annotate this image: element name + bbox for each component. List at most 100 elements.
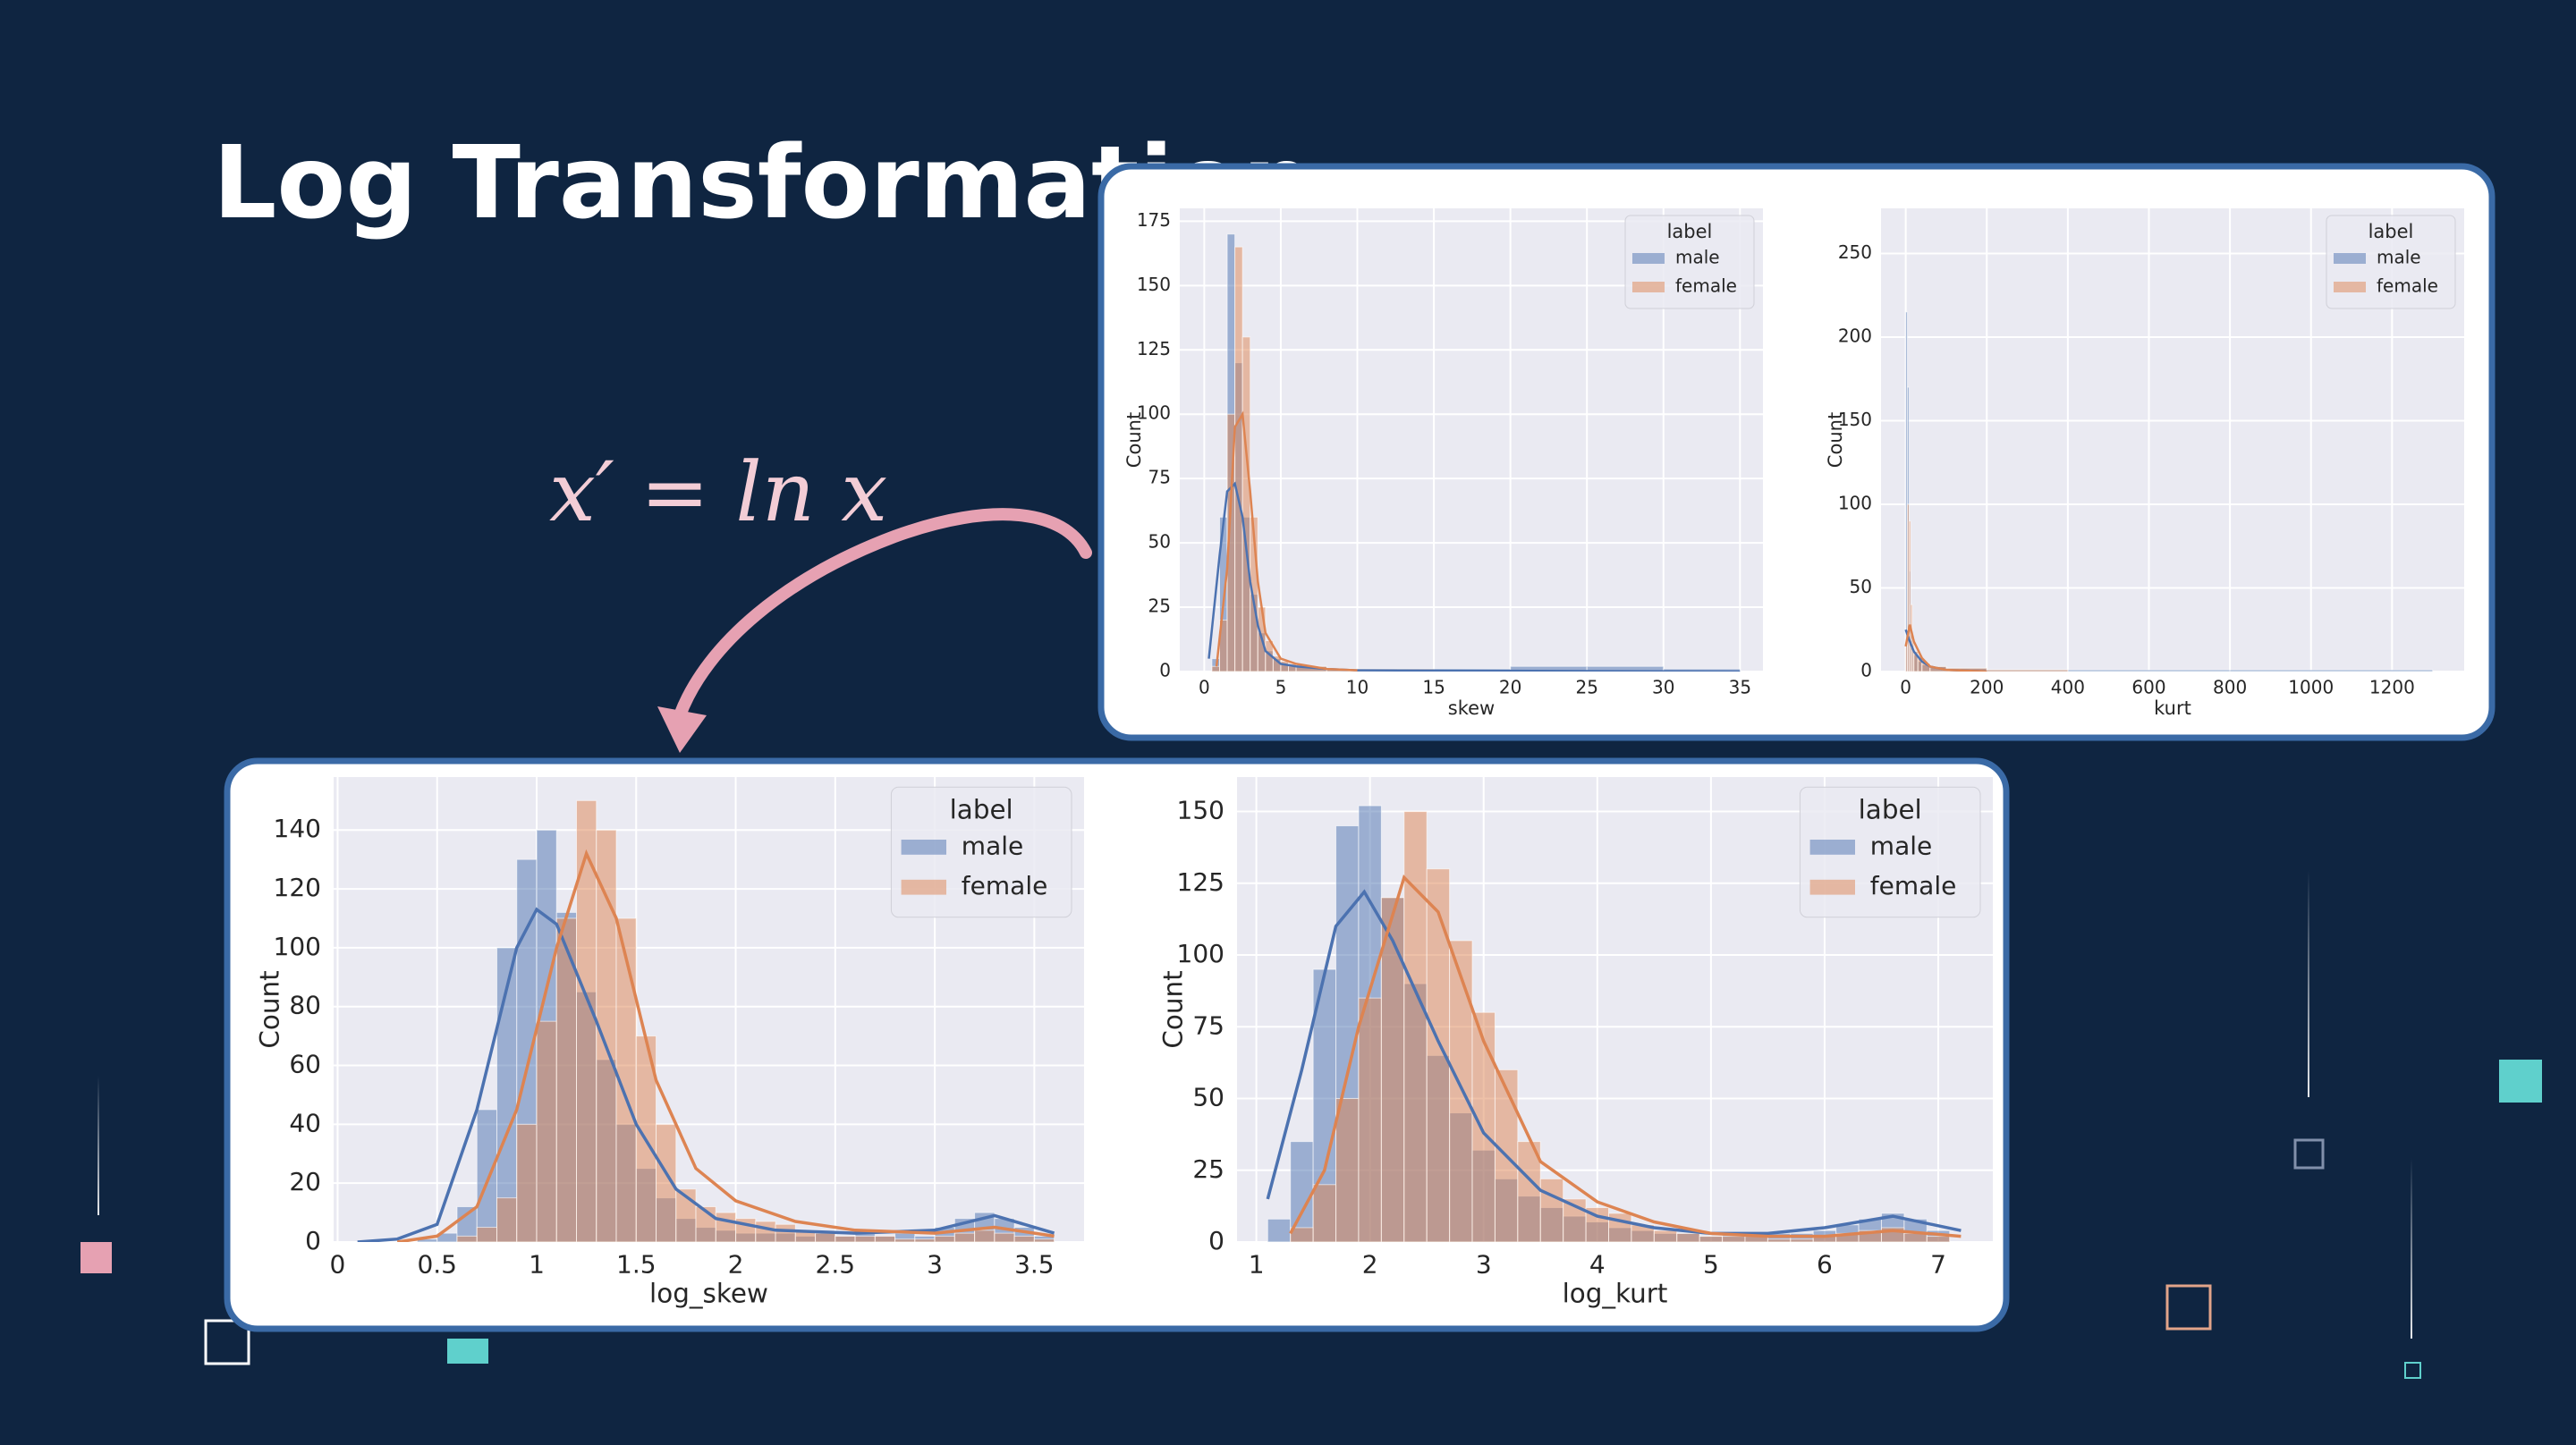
y-tick-label: 25 <box>1192 1154 1224 1184</box>
legend-label: male <box>1870 831 1932 860</box>
chart: 0 200 400 600 800 1000 1200 0 50 100 150 200 250 kurt… <box>1825 208 2464 719</box>
formula: x′ = ln x <box>549 444 887 540</box>
y-axis-label: Count <box>1123 412 1145 468</box>
x-tick-label: 3 <box>927 1250 943 1280</box>
y-tick-label: 120 <box>274 873 321 902</box>
x-tick-label: 10 <box>1346 677 1368 698</box>
y-tick-label: 20 <box>289 1167 321 1196</box>
histogram-bar <box>1767 1238 1792 1242</box>
histogram-bar <box>1908 520 1911 672</box>
histogram-bar <box>1722 1236 1746 1242</box>
y-tick-label: 100 <box>274 932 321 961</box>
kde-line <box>1289 874 1962 1238</box>
histogram-bar <box>656 1123 677 1242</box>
y-tick-label: 150 <box>1177 796 1224 825</box>
histogram-bar <box>815 1232 836 1242</box>
x-tick-label: 6 <box>1817 1250 1833 1280</box>
charts: 0 5 10 15 20 25 30 350255075100125150175skewCou… <box>255 208 2464 1308</box>
legend-swatch <box>2334 253 2366 264</box>
kde-line <box>1266 889 1962 1236</box>
deco-square <box>2165 1284 2212 1331</box>
x-tick-label: 15 <box>1422 677 1445 698</box>
x-axis-label: log_kurt <box>1563 1278 1668 1308</box>
legend-label: male <box>1675 247 1720 268</box>
deco-square <box>2499 1060 2542 1103</box>
arrow <box>674 508 1092 722</box>
histogram-bar <box>1517 1141 1541 1242</box>
legend-label: female <box>1870 871 1957 900</box>
deco-line <box>97 1076 99 1215</box>
histogram-bar <box>2229 669 2434 672</box>
x-tick-label: 1 <box>1249 1250 1265 1280</box>
histogram-bar <box>1267 1218 1292 1242</box>
x-tick-label: 2 <box>1362 1250 1378 1280</box>
x-tick-label: 3 <box>1476 1250 1492 1280</box>
histogram-bar <box>854 1235 876 1242</box>
bars <box>1208 233 1741 672</box>
y-tick-label: 0 <box>1860 660 1872 681</box>
y-tick-label: 25 <box>1148 596 1171 617</box>
x-tick-label: 35 <box>1729 677 1751 698</box>
histogram-bar <box>1380 897 1405 1242</box>
histogram-bar <box>1471 1011 1496 1242</box>
x-axis-label: log_skew <box>649 1278 768 1308</box>
histogram-bar <box>1403 811 1428 1242</box>
y-tick-label: 50 <box>1192 1083 1224 1112</box>
y-tick-label: 50 <box>1148 531 1171 553</box>
x-tick-label: 5 <box>1275 677 1287 698</box>
histogram-bar <box>1234 246 1243 672</box>
histogram-bar <box>1358 997 1382 1242</box>
x-tick-label: 0 <box>1900 677 1911 698</box>
legend-swatch <box>1632 282 1665 292</box>
x-tick-label: 2 <box>728 1250 744 1280</box>
x-axis-label: skew <box>1448 697 1495 719</box>
histogram-bar <box>755 1221 776 1242</box>
legend-title: label <box>2368 221 2414 242</box>
histogram-bar <box>1699 1236 1724 1242</box>
legend-swatch <box>1632 253 1665 264</box>
x-tick-label: 4 <box>1589 1250 1606 1280</box>
x-tick-label: 1 <box>529 1250 545 1280</box>
legend-title: label <box>1859 794 1922 824</box>
histogram-bar <box>715 1212 737 1242</box>
y-tick-label: 0 <box>1159 660 1171 681</box>
histogram-bar <box>914 1238 936 1242</box>
x-axis-label: kurt <box>2154 697 2191 719</box>
x-tick-label: 400 <box>2051 677 2085 698</box>
histogram-bar <box>1986 669 2069 672</box>
histogram-bar <box>1280 660 1290 672</box>
deco-square <box>2404 1362 2421 1379</box>
kde-line <box>1904 624 1987 672</box>
deco-square <box>80 1242 112 1273</box>
x-tick-label: 800 <box>2213 677 2247 698</box>
histogram-bar <box>1211 665 1220 672</box>
y-tick-label: 250 <box>1838 241 1872 263</box>
legend-label: male <box>962 831 1023 860</box>
x-tick-label: 30 <box>1652 677 1674 698</box>
y-tick-label: 150 <box>1137 274 1171 295</box>
bars <box>1904 311 2434 672</box>
x-tick-label: 25 <box>1575 677 1597 698</box>
y-tick-label: 125 <box>1177 867 1224 897</box>
histogram-bar <box>476 1109 497 1242</box>
x-tick-label: 20 <box>1499 677 1521 698</box>
y-tick-label: 0 <box>305 1226 321 1255</box>
histogram-bar <box>1676 1232 1700 1242</box>
legend-title: label <box>1667 221 1713 242</box>
x-tick-label: 1200 <box>2369 677 2415 698</box>
histogram-bar <box>1312 1184 1337 1242</box>
y-tick-label: 100 <box>1137 402 1171 424</box>
histogram-bar <box>874 1235 896 1242</box>
y-tick-label: 125 <box>1137 338 1171 359</box>
chart: 0 5 10 15 20 25 30 35 0 25 50 75 100 125 150 175 skew Cou… <box>1123 208 1763 719</box>
legend-swatch <box>1809 840 1855 855</box>
histogram-bar <box>1926 1236 1951 1242</box>
x-tick-label: 200 <box>1970 677 2004 698</box>
chart: 1 2 3 4 5 6 7 0 25 50 75 100 125 150 log_kurt Count labe… <box>1158 777 1993 1308</box>
histogram-bar <box>476 1227 497 1242</box>
histogram-bar <box>1033 1238 1055 1242</box>
x-tick-label: 3.5 <box>1014 1250 1055 1280</box>
histogram-bar <box>1241 336 1251 672</box>
histogram-bar <box>1790 1238 1814 1242</box>
